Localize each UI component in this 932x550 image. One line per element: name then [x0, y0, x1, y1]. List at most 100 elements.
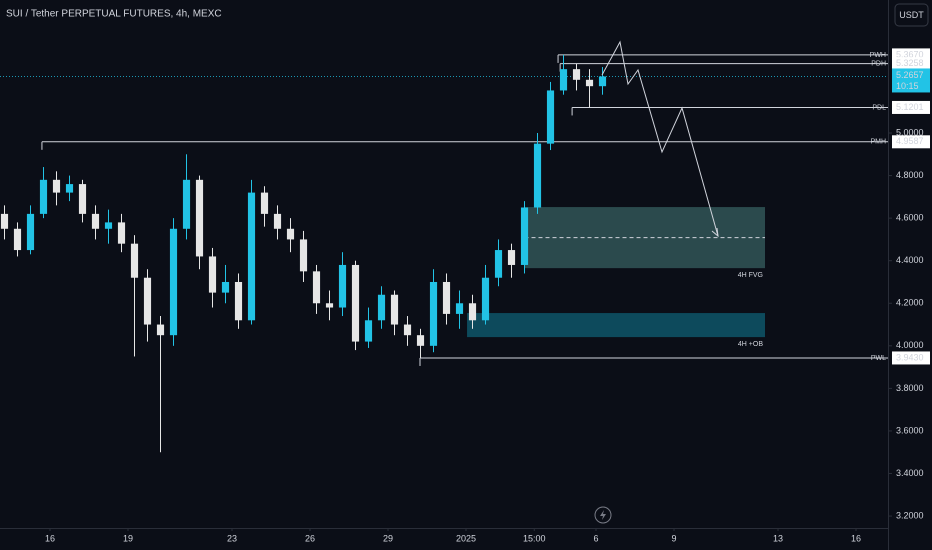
candle-body — [221, 281, 230, 293]
candle-body — [273, 213, 282, 229]
candle-body — [338, 264, 347, 308]
y-tick-label: 4.0000 — [896, 340, 924, 350]
candle-body — [377, 294, 386, 321]
candle-body — [13, 228, 22, 251]
x-tick-label: 2025 — [456, 533, 476, 543]
y-tick-label: 5.0000 — [896, 127, 924, 137]
candle-body — [130, 243, 139, 278]
x-tick-label: 15:00 — [523, 533, 546, 543]
level-value: 5.3670 — [896, 49, 924, 59]
chart-title: SUI / Tether PERPETUAL FUTURES, 4h, MEXC — [6, 9, 222, 20]
countdown-label: 10:15 — [896, 81, 919, 91]
candle-body — [260, 192, 269, 214]
candle-body — [0, 213, 9, 229]
candle-body — [390, 294, 399, 325]
candle-body — [546, 90, 555, 144]
y-tick-label: 3.2000 — [896, 510, 924, 520]
candle-body — [65, 184, 74, 193]
currency-button[interactable] — [894, 3, 929, 27]
zone-label: 4H +OB — [738, 341, 763, 348]
x-tick-label: 26 — [305, 533, 315, 543]
level-value: 4.9587 — [896, 136, 924, 146]
candle-body — [156, 324, 165, 336]
candle-body — [468, 303, 477, 321]
x-tick-label: 9 — [672, 533, 677, 543]
level-name: PDL — [872, 104, 886, 111]
level-value-box — [892, 100, 930, 114]
x-tick-label: 19 — [123, 533, 133, 543]
y-tick-label: 3.4000 — [896, 468, 924, 478]
level-value: 5.1201 — [896, 102, 924, 112]
y-tick-label: 3.6000 — [896, 425, 924, 435]
candle-body — [26, 213, 35, 251]
y-tick-label: 4.4000 — [896, 255, 924, 265]
zone-label: 4H FVG — [738, 272, 763, 279]
icon-bolt — [600, 510, 606, 520]
candle-body — [299, 239, 308, 272]
candle-body — [312, 271, 321, 304]
candle-body — [403, 324, 412, 336]
candle-body — [585, 79, 594, 87]
candle-body — [559, 69, 568, 91]
level-value-box — [892, 351, 930, 365]
candle-body — [182, 179, 191, 229]
last-price-label: 5.2657 — [896, 70, 924, 80]
candle-body — [117, 222, 126, 244]
candle-body — [104, 222, 113, 229]
candle-body — [234, 281, 243, 321]
y-tick-label: 4.8000 — [896, 170, 924, 180]
level-name: PWH — [870, 52, 886, 59]
candle-body — [91, 213, 100, 229]
candle-body — [455, 303, 464, 314]
candle-body — [533, 143, 542, 208]
last-price-box — [892, 68, 930, 93]
candle-body — [247, 192, 256, 321]
x-tick-label: 29 — [383, 533, 393, 543]
candle-body — [169, 228, 178, 336]
candle-body — [481, 277, 490, 321]
candle-body — [416, 335, 425, 346]
icon-ring — [594, 506, 612, 524]
candle-body — [52, 179, 61, 193]
candle-body — [494, 250, 503, 278]
projection-line — [601, 40, 719, 237]
y-tick-label: 3.8000 — [896, 383, 924, 393]
candle-body — [78, 184, 87, 214]
level-name: PMH — [870, 139, 886, 146]
projection-path — [601, 40, 719, 238]
level-name: PDH — [871, 61, 886, 68]
candle-body — [520, 207, 529, 265]
level-value-box — [892, 57, 930, 71]
candle-body — [208, 256, 217, 293]
y-tick-label: 4.2000 — [896, 298, 924, 308]
candle-body — [598, 76, 607, 87]
lightning-icon[interactable] — [594, 506, 612, 524]
x-tick-label: 23 — [227, 533, 237, 543]
x-tick-label: 16 — [851, 533, 861, 543]
level-name: PWL — [871, 355, 886, 362]
candle-body — [442, 281, 451, 314]
projection-arrowhead — [711, 227, 719, 238]
currency-label: USDT — [899, 10, 924, 20]
candle-body — [351, 264, 360, 342]
level-value: 5.3258 — [896, 58, 924, 68]
zone — [467, 313, 766, 338]
y-tick-label: 4.6000 — [896, 213, 924, 223]
candle-body — [325, 303, 334, 308]
candle-body — [429, 281, 438, 346]
x-tick-label: 6 — [594, 533, 599, 543]
candle-body — [195, 179, 204, 257]
x-tick-label: 13 — [773, 533, 783, 543]
candle-body — [39, 179, 48, 214]
candle-body — [286, 228, 295, 240]
level-value-box — [892, 135, 930, 149]
candle-body — [507, 250, 516, 265]
x-tick-label: 16 — [45, 533, 55, 543]
candle-body — [364, 320, 373, 342]
candle-body — [143, 277, 152, 325]
level-value: 3.9430 — [896, 352, 924, 362]
candle-body — [572, 69, 581, 80]
